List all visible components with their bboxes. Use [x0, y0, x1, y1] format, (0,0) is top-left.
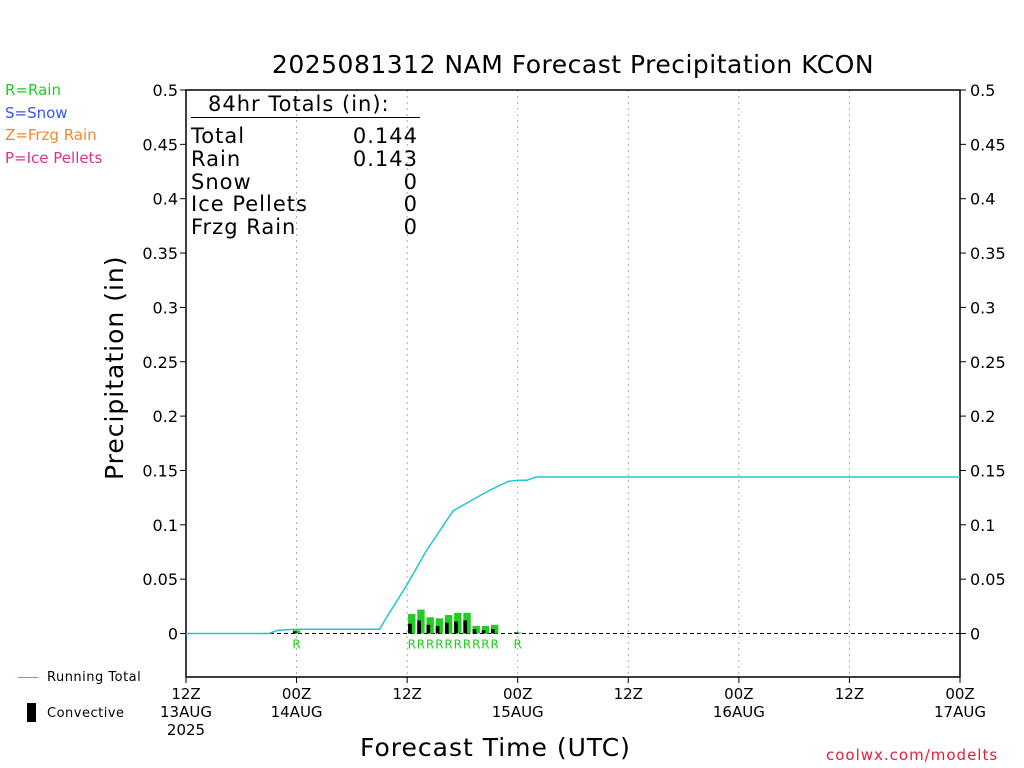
totals-row-rain: Rain 0.143: [191, 147, 418, 171]
legend-freezing-rain: Z=Frzg Rain: [5, 126, 97, 144]
x-tick-label: 2025: [167, 721, 205, 739]
y-tick-label-left: 0.05: [142, 570, 178, 589]
x-tick-label: 17AUG: [934, 703, 986, 721]
precip-bar: [426, 617, 434, 634]
x-tick-label: 12Z: [392, 685, 421, 703]
convective-swatch: [27, 703, 36, 722]
y-tick-label-left: 0.45: [142, 135, 178, 154]
rain-type-marker: R: [491, 638, 499, 652]
y-tick-label-right: 0.1: [970, 516, 995, 535]
rain-type-marker: R: [481, 638, 489, 652]
y-tick-label-right: 0.25: [970, 353, 1006, 372]
x-tick-label: 12Z: [835, 685, 864, 703]
running-total-swatch: [18, 677, 38, 678]
plot-frame: [185, 89, 961, 678]
y-tick-label-left: 0.15: [142, 461, 178, 480]
convective-bar: [435, 625, 440, 634]
y-tick-label-right: 0.05: [970, 570, 1006, 589]
convective-bar: [454, 621, 458, 634]
x-tick-label: 13AUG: [160, 703, 212, 721]
rain-type-marker: R: [444, 638, 452, 652]
totals-value: 0.144: [352, 124, 418, 148]
y-tick-label-right: 0.3: [970, 298, 995, 317]
y-tick-label-left: 0: [168, 625, 178, 644]
y-tick-label-right: 0.5: [970, 81, 995, 100]
x-tick-label: 00Z: [724, 685, 753, 703]
convective-bar: [463, 620, 468, 634]
x-tick-label: 12Z: [614, 685, 643, 703]
totals-row-snow: Snow 0: [191, 170, 418, 194]
y-tick-label-left: 0.3: [153, 298, 178, 317]
y-tick-label-right: 0.4: [970, 190, 995, 209]
chart-title: 2025081312 NAM Forecast Precipitation KC…: [271, 50, 875, 79]
totals-value: 0.143: [352, 147, 418, 171]
y-tick-label-left: 0.35: [142, 244, 178, 263]
rain-type-marker: R: [514, 638, 522, 652]
convective-bar: [481, 630, 486, 634]
convective-bar: [472, 629, 477, 634]
totals-label: Ice Pellets: [191, 192, 308, 216]
y-tick-label-right: 0.35: [970, 244, 1006, 263]
totals-label: Snow: [191, 170, 252, 194]
y-tick-label-left: 0.25: [142, 353, 178, 372]
rain-type-marker: R: [454, 638, 462, 652]
convective-bar: [408, 623, 412, 634]
x-tick-label: 12Z: [171, 685, 200, 703]
y-tick-label-right: 0.15: [970, 461, 1006, 480]
x-tick-label: 14AUG: [271, 703, 323, 721]
x-tick-label: 00Z: [282, 685, 311, 703]
y-tick-label-left: 0.1: [153, 516, 178, 535]
precip-bar: [417, 609, 425, 634]
totals-row-freezing-rain: Frzg Rain 0: [191, 215, 418, 239]
rain-type-marker: R: [435, 638, 443, 652]
y-tick-label-right: 0.2: [970, 407, 995, 426]
precip-bar: [490, 624, 499, 634]
rain-type-marker: R: [426, 638, 434, 652]
x-axis-label: Forecast Time (UTC): [360, 733, 631, 762]
y-tick-label-right: 0.45: [970, 135, 1006, 154]
x-tick-label: 00Z: [503, 685, 532, 703]
totals-label: Rain: [191, 147, 242, 171]
totals-label: Frzg Rain: [191, 215, 297, 239]
convective-bar: [292, 631, 297, 634]
convective-bar: [514, 632, 518, 634]
totals-value: 0: [403, 170, 418, 194]
totals-row-total: Total 0.144: [191, 124, 418, 148]
y-axis-label: Precipitation (in): [100, 255, 129, 480]
running-total-line: [186, 476, 960, 635]
rain-type-marker: R: [472, 638, 480, 652]
precip-bar: [435, 618, 444, 634]
totals-value: 0: [403, 192, 418, 216]
y-tick-label-left: 0.2: [153, 407, 178, 426]
legend-snow: S=Snow: [5, 104, 68, 122]
legend-rain: R=Rain: [5, 81, 61, 99]
y-tick-label-left: 0.5: [153, 81, 178, 100]
convective-bar: [417, 620, 421, 634]
totals-divider: [191, 117, 420, 118]
legend-ice-pellets: P=Ice Pellets: [5, 149, 103, 167]
totals-row-ice-pellets: Ice Pellets 0: [191, 192, 418, 216]
totals-label: Total: [191, 124, 246, 148]
convective-bar: [490, 629, 495, 634]
x-tick-label: 16AUG: [713, 703, 765, 721]
precip-bar: [481, 625, 490, 634]
running-total-legend-label: Running Total: [47, 670, 142, 685]
rain-type-marker: R: [292, 638, 300, 652]
x-tick-label: 00Z: [945, 685, 974, 703]
convective-bar: [444, 622, 449, 634]
rain-type-marker: R: [408, 638, 416, 652]
convective-legend-label: Convective: [47, 706, 125, 721]
convective-bar: [426, 624, 431, 634]
totals-value: 0: [403, 215, 418, 239]
totals-heading: 84hr Totals (in):: [208, 92, 390, 116]
site-credit: coolwx.com/modelts: [826, 746, 999, 764]
x-tick-label: 15AUG: [492, 703, 544, 721]
rain-type-marker: R: [417, 638, 425, 652]
y-tick-label-left: 0.4: [153, 190, 178, 209]
y-tick-label-right: 0: [970, 625, 980, 644]
rain-type-marker: R: [463, 638, 471, 652]
